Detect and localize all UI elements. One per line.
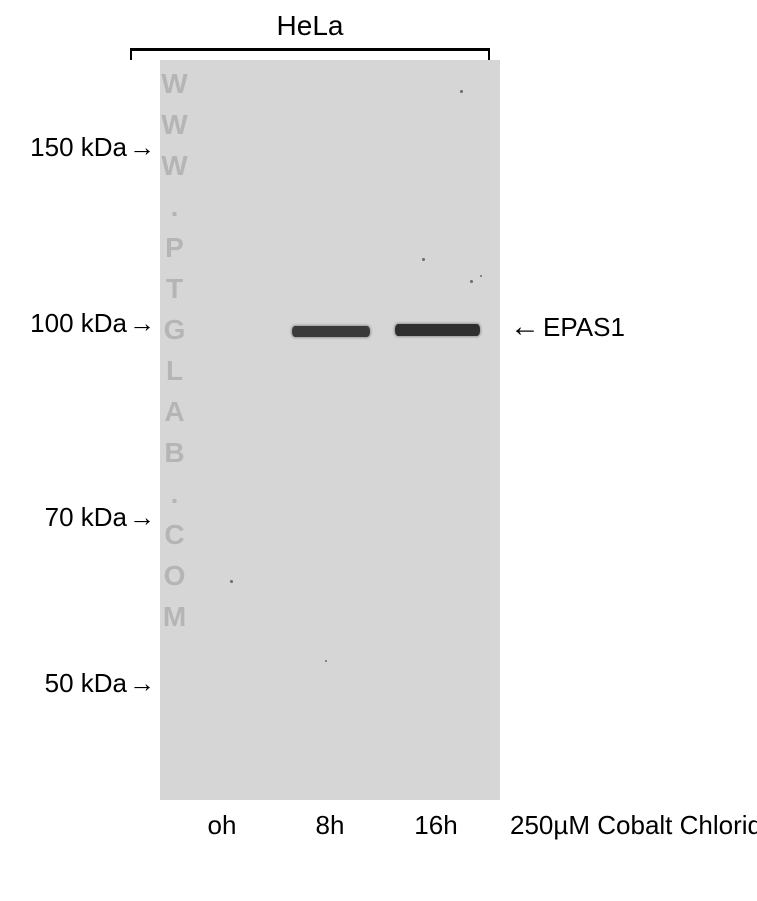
mw-label: 50 kDa bbox=[45, 668, 127, 698]
noise-speck bbox=[422, 258, 425, 261]
mw-marker: 150 kDa→ bbox=[0, 132, 155, 163]
arrow-right-icon: → bbox=[129, 668, 155, 699]
blot-image: WWW.PTGLAB.COM bbox=[160, 60, 500, 800]
target-band-label: ←EPAS1 bbox=[510, 310, 625, 344]
mw-label: 70 kDa bbox=[45, 502, 127, 532]
treatment-label: 250µM Cobalt Chloride bbox=[510, 810, 757, 841]
protein-band bbox=[292, 326, 370, 337]
title-tick-right bbox=[488, 48, 490, 60]
noise-speck bbox=[325, 660, 327, 662]
noise-speck bbox=[470, 280, 473, 283]
noise-speck bbox=[230, 580, 233, 583]
title-tick-left bbox=[130, 48, 132, 60]
arrow-right-icon: → bbox=[129, 308, 155, 339]
noise-speck bbox=[460, 90, 463, 93]
timepoint-label: oh bbox=[192, 810, 252, 841]
target-protein-name: EPAS1 bbox=[543, 312, 625, 342]
protein-band bbox=[395, 324, 480, 336]
noise-speck bbox=[480, 275, 482, 277]
mw-label: 150 kDa bbox=[30, 132, 127, 162]
arrow-right-icon: → bbox=[129, 502, 155, 533]
mw-marker: 70 kDa→ bbox=[0, 502, 155, 533]
timepoint-label: 16h bbox=[406, 810, 466, 841]
arrow-right-icon: → bbox=[129, 132, 155, 163]
mw-marker: 50 kDa→ bbox=[0, 668, 155, 699]
timepoint-label: 8h bbox=[300, 810, 360, 841]
cell-line-title: HeLa bbox=[130, 10, 490, 42]
mw-label: 100 kDa bbox=[30, 308, 127, 338]
title-underline bbox=[130, 48, 490, 51]
watermark-text: WWW.PTGLAB.COM bbox=[160, 68, 190, 788]
mw-marker: 100 kDa→ bbox=[0, 308, 155, 339]
arrow-left-icon: ← bbox=[510, 310, 537, 343]
western-blot-figure: HeLa WWW.PTGLAB.COM 150 kDa→100 kDa→70 k… bbox=[0, 0, 757, 901]
